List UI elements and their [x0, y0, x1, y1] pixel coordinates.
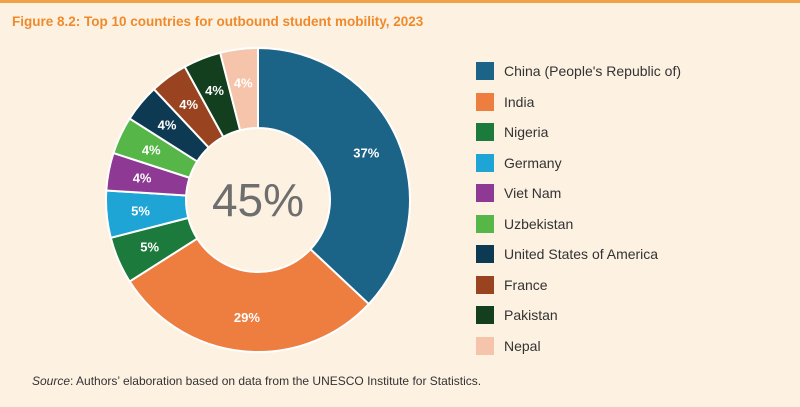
source-label: Source [32, 374, 71, 388]
legend-item-united-states-of-america: United States of America [476, 239, 681, 270]
top-rule [0, 0, 800, 3]
legend-label: Nepal [504, 337, 541, 354]
legend-item-nepal: Nepal [476, 331, 681, 362]
legend-item-india: India [476, 87, 681, 118]
figure-title: Figure 8.2: Top 10 countries for outboun… [12, 14, 424, 29]
legend-swatch [476, 214, 494, 233]
slice-nepal [218, 46, 259, 132]
slice-china-people-s-republic-of [257, 46, 411, 306]
legend-item-pakistan: Pakistan [476, 300, 681, 331]
slice-label-india: 29% [234, 310, 260, 325]
legend-swatch [476, 153, 494, 172]
slices-layer [105, 46, 411, 353]
legend-label: United States of America [504, 246, 659, 263]
legend-swatch [476, 184, 494, 203]
legend-item-uzbekistan: Uzbekistan [476, 209, 681, 240]
legend-item-china-people-s-republic-of: China (People's Republic of) [476, 56, 681, 87]
slice-label-viet-nam: 4% [133, 170, 152, 185]
legend-item-france: France [476, 270, 681, 301]
legend-item-viet-nam: Viet Nam [476, 178, 681, 209]
legend-label: Germany [504, 154, 562, 171]
legend-swatch [476, 275, 494, 294]
legend-swatch [476, 336, 494, 355]
slice-label-united-states-of-america: 4% [158, 117, 177, 132]
slice-labels-layer: 37%29%5%5%4%4%4%4%4% 4% [131, 75, 380, 325]
legend-label: Viet Nam [504, 185, 562, 202]
slice-label-germany: 5% [131, 204, 150, 219]
slice-label-nigeria: 5% [140, 239, 159, 254]
slice-label-china-people-s-republic-of: 37% [353, 146, 379, 161]
slice-india [128, 237, 371, 353]
legend-swatch [476, 92, 494, 111]
slice-label-nepal: 4% [234, 75, 253, 90]
legend-swatch [476, 306, 494, 325]
legend-label: Nigeria [504, 124, 549, 141]
source-note: Source: Authors’ elaboration based on da… [32, 374, 481, 388]
legend-swatch [476, 245, 494, 264]
legend-swatch [476, 123, 494, 142]
slice-label-uzbekistan: 4% [142, 142, 161, 157]
legend-label: China (People's Republic of) [504, 63, 681, 80]
legend-label: India [504, 93, 535, 110]
legend-item-germany: Germany [476, 148, 681, 179]
center-label: 45% [212, 174, 304, 226]
legend-label: Uzbekistan [504, 215, 574, 232]
legend-item-nigeria: Nigeria [476, 117, 681, 148]
legend-label: France [504, 276, 548, 293]
legend: China (People's Republic of) India Nigeria… [476, 56, 681, 361]
legend-label: Pakistan [504, 307, 558, 324]
slice-label-france: 4% [179, 97, 198, 112]
slice-label-pakistan: 4% [205, 83, 224, 98]
legend-swatch [476, 62, 494, 81]
source-text: : Authors’ elaboration based on data fro… [70, 374, 482, 388]
